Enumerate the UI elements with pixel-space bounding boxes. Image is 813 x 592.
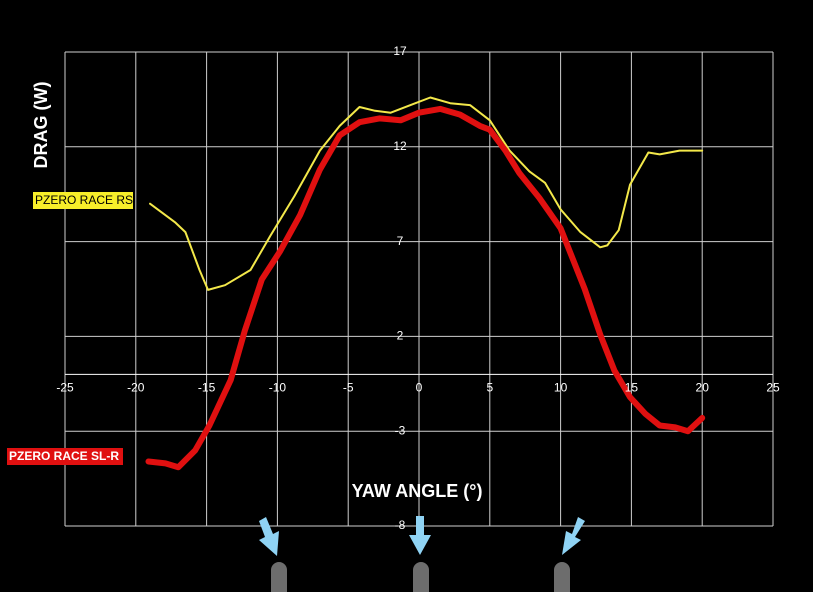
peg — [413, 562, 429, 592]
x-tick-label: -15 — [198, 380, 216, 394]
legend: PZERO RACE RS PZERO RACE SL-R — [7, 192, 133, 465]
labels: -25 -20 -15 -10 -5 0 5 10 15 20 25 17 12 7 2 -3 -8 — [56, 44, 780, 532]
x-tick-label: 10 — [554, 380, 568, 394]
legend-label: PZERO RACE RS — [35, 193, 133, 207]
y-tick-label: -8 — [395, 518, 406, 532]
legend-box — [7, 448, 123, 465]
legend-box — [33, 192, 133, 209]
series-line — [145, 105, 706, 471]
x-tick-label: 25 — [766, 380, 780, 394]
y-tick-label: -3 — [395, 423, 406, 437]
x-axis-title: YAW ANGLE (°) — [352, 481, 483, 501]
y-tick-label: 2 — [397, 329, 404, 343]
arrow — [409, 516, 431, 555]
x-tick-label: -5 — [343, 380, 354, 394]
series-line — [149, 96, 704, 291]
y-axis-title: DRAG (W) — [31, 82, 51, 169]
decorations — [259, 516, 585, 592]
legend-label: PZERO RACE SL-R — [9, 449, 119, 463]
arrows — [259, 516, 585, 556]
peg — [554, 562, 570, 592]
y-tick-label: 17 — [393, 44, 407, 58]
y-tick-label: 7 — [397, 234, 404, 248]
y-tick-label: 12 — [393, 139, 407, 153]
x-tick-label: -10 — [269, 380, 287, 394]
x-tick-label: -20 — [127, 380, 145, 394]
x-tick-label: 0 — [416, 380, 423, 394]
x-tick-label: 20 — [696, 380, 710, 394]
x-tick-label: 15 — [625, 380, 639, 394]
pegs — [271, 562, 570, 592]
arrow — [562, 517, 585, 555]
x-tick-label: -25 — [56, 380, 74, 394]
arrow — [259, 517, 279, 556]
x-tick-label: 5 — [486, 380, 493, 394]
peg — [271, 562, 287, 592]
lines — [145, 96, 706, 471]
